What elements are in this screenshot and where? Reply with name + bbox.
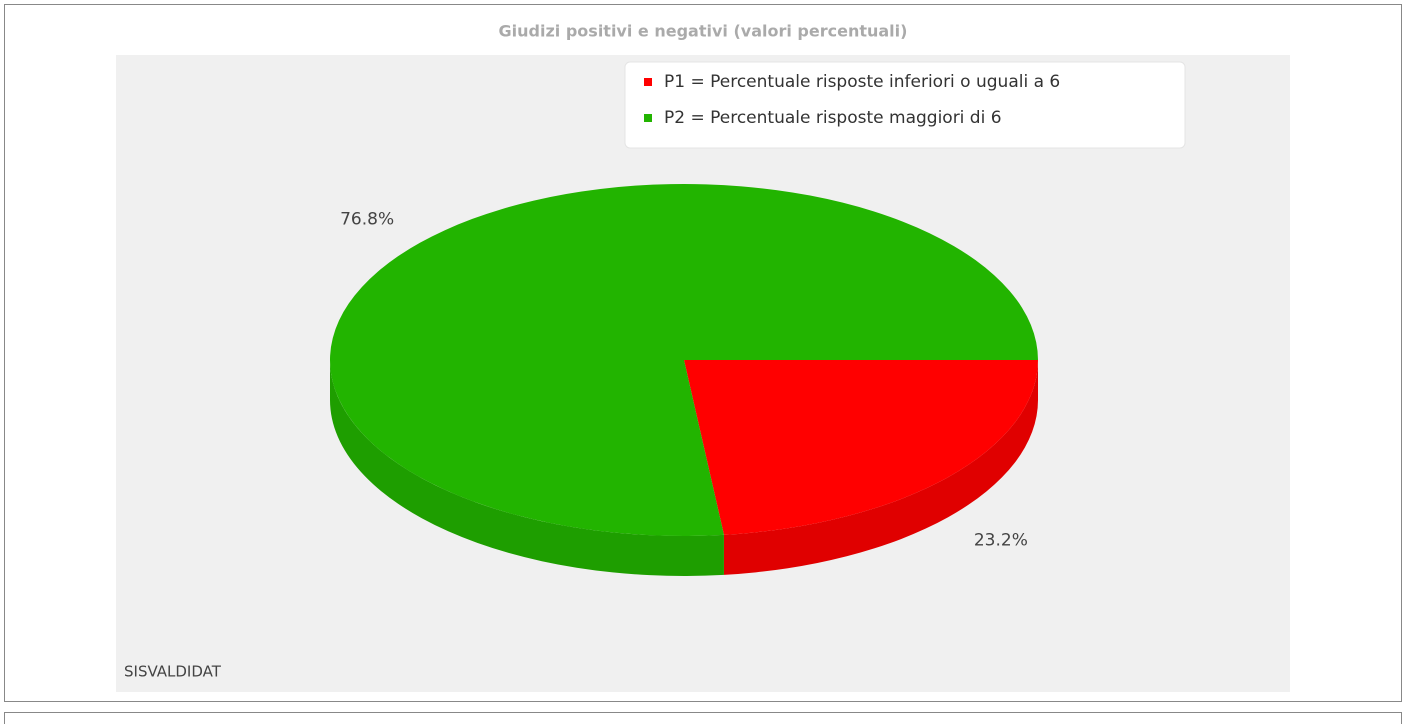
pie-side (330, 360, 724, 576)
next-frame (4, 712, 1402, 724)
legend-swatch (644, 78, 652, 86)
legend-label: P2 = Percentuale risposte maggiori di 6 (664, 108, 1002, 128)
legend-label: P1 = Percentuale risposte inferiori o ug… (664, 72, 1060, 92)
pie-slice (330, 184, 1038, 536)
legend-box (624, 61, 1186, 149)
chart-title: Giudizi positivi e negativi (valori perc… (499, 22, 908, 41)
pie-slice (684, 360, 1038, 535)
data-label: 76.8% (340, 209, 394, 229)
legend-swatch (644, 114, 652, 122)
pie-side (723, 360, 1038, 575)
data-label: 23.2% (974, 531, 1028, 551)
source-label: SISVALDIDAT (124, 663, 222, 681)
